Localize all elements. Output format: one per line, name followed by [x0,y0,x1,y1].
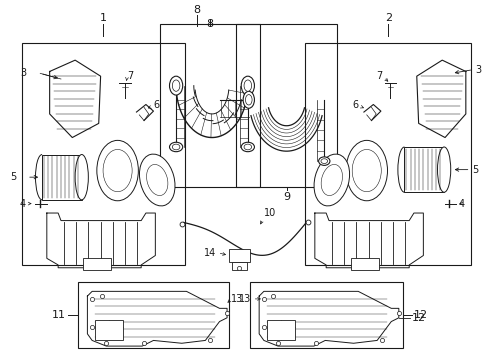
Bar [404,147,444,192]
Text: 14: 14 [204,248,217,258]
Ellipse shape [321,165,343,195]
Text: 8: 8 [194,5,200,15]
Text: 3: 3 [475,64,481,75]
Bar [305,43,470,265]
Ellipse shape [147,165,168,195]
Ellipse shape [244,80,251,91]
Ellipse shape [244,144,251,150]
Text: 5: 5 [10,172,17,182]
Ellipse shape [352,149,381,192]
Bar [160,24,260,186]
Bar [95,320,123,341]
Text: 2: 2 [385,13,392,23]
Bar [351,258,379,270]
Text: 9: 9 [283,192,290,202]
Ellipse shape [245,95,252,105]
Ellipse shape [172,144,180,150]
Bar [229,249,250,262]
Ellipse shape [140,154,175,206]
Text: 1: 1 [100,13,107,23]
Text: 4: 4 [20,199,26,208]
Bar [250,282,403,348]
Bar [83,258,111,270]
Ellipse shape [346,140,388,201]
Ellipse shape [314,154,349,206]
Bar [22,43,185,265]
Ellipse shape [241,76,254,95]
Text: 7: 7 [376,71,383,81]
Text: 4: 4 [458,199,465,208]
Text: 10: 10 [264,208,276,218]
Ellipse shape [170,76,183,95]
Text: 6: 6 [153,100,160,111]
Text: 12: 12 [412,313,426,323]
Bar [42,154,82,200]
Text: 13: 13 [231,294,243,304]
Ellipse shape [103,149,132,192]
Text: 8: 8 [206,19,214,29]
Ellipse shape [172,80,180,91]
Text: 6: 6 [352,100,358,111]
Bar [236,24,338,186]
Ellipse shape [321,159,328,163]
Text: 12: 12 [414,310,428,320]
Bar [78,282,229,348]
Bar [267,320,295,341]
Ellipse shape [243,91,254,108]
Ellipse shape [318,157,330,165]
Text: 11: 11 [51,310,66,320]
Text: 5: 5 [472,165,479,175]
Ellipse shape [241,142,254,152]
Ellipse shape [170,142,183,152]
Ellipse shape [438,147,451,192]
Ellipse shape [75,154,88,200]
Text: 3: 3 [20,68,26,78]
Text: 7: 7 [127,71,133,81]
Text: 13: 13 [239,294,251,304]
Ellipse shape [97,140,138,201]
Bar [232,262,247,270]
